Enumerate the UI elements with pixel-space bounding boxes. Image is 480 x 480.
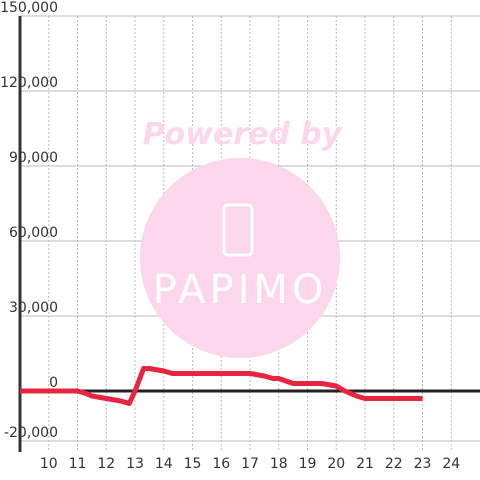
y-tick-label: 60,000 (9, 225, 58, 241)
x-tick-label: 14 (155, 456, 173, 472)
x-tick-label: 19 (299, 456, 317, 472)
x-tick-label: 10 (40, 456, 58, 472)
x-tick-label: 13 (126, 456, 144, 472)
x-tick-label: 24 (442, 456, 460, 472)
x-tick-label: 23 (414, 456, 432, 472)
y-tick-label: -20,000 (4, 425, 58, 441)
x-tick-label: 16 (212, 456, 230, 472)
y-tick-label: 120,000 (0, 75, 58, 91)
watermark-text: Powered by (143, 117, 343, 152)
x-tick-label: 20 (327, 456, 345, 472)
y-tick-label: 90,000 (9, 150, 58, 166)
x-tick-label: 12 (97, 456, 115, 472)
x-tick-label: 22 (385, 456, 403, 472)
x-tick-label: 18 (270, 456, 288, 472)
x-tick-label: 11 (69, 456, 87, 472)
watermark-circle (140, 158, 340, 358)
x-tick-label: 21 (356, 456, 374, 472)
y-tick-label: 30,000 (9, 300, 58, 316)
x-tick-label: 15 (184, 456, 202, 472)
watermark-phone (222, 203, 254, 257)
x-tick-label: 17 (241, 456, 259, 472)
y-tick-label: 150,000 (0, 0, 58, 16)
series-line (20, 366, 423, 406)
y-tick-label: 0 (49, 375, 58, 391)
watermark-logo: PAPIMO (153, 267, 328, 313)
